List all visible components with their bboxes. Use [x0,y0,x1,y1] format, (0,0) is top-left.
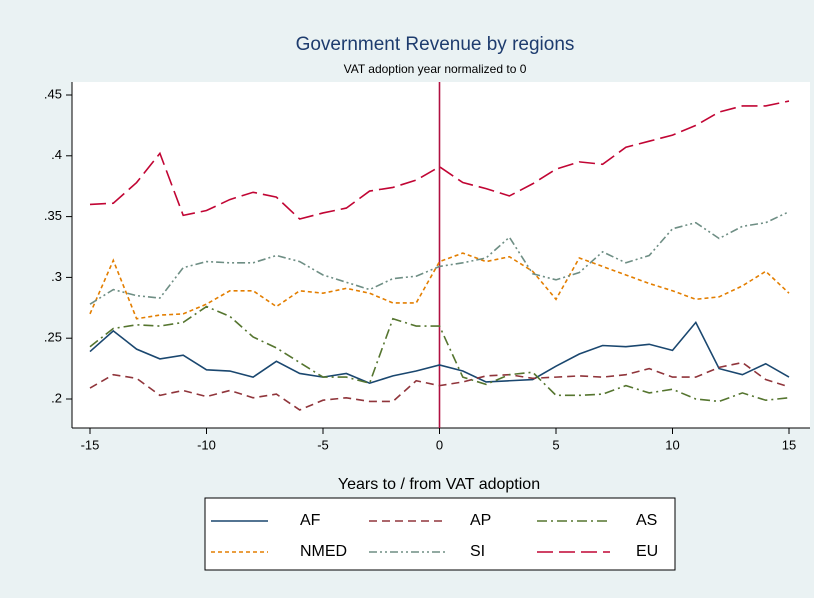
plot-area [72,82,810,428]
x-tick-label: -5 [317,437,329,452]
series-line [89,361,790,411]
x-tick-label: 0 [436,437,443,452]
legend-label: AP [470,512,491,529]
legend-label: NMED [300,543,347,560]
series-line [89,100,790,220]
y-tick-label: .35 [44,208,62,223]
legend-label: AF [300,512,321,529]
series-line [89,211,790,305]
x-tick-label: 15 [782,437,796,452]
x-axis-label: Years to / from VAT adoption [338,476,540,493]
chart-subtitle: VAT adoption year normalized to 0 [344,62,527,76]
legend-label: SI [470,543,485,560]
y-tick-label: .3 [51,269,62,284]
x-tick-label: 10 [665,437,679,452]
legend-label: EU [636,543,658,560]
y-tick-label: .45 [44,86,62,101]
x-tick-label: -10 [197,437,216,452]
y-tick-label: .4 [51,147,62,162]
x-tick-label: 5 [552,437,559,452]
y-tick-label: .2 [51,390,62,405]
legend-label: AS [636,512,657,529]
x-tick-label: -15 [81,437,100,452]
series-line [89,305,790,403]
y-tick-label: .25 [44,330,62,345]
series-line [89,320,790,385]
legend [204,497,676,571]
series-line [89,252,790,320]
chart-title: Government Revenue by regions [296,34,575,55]
